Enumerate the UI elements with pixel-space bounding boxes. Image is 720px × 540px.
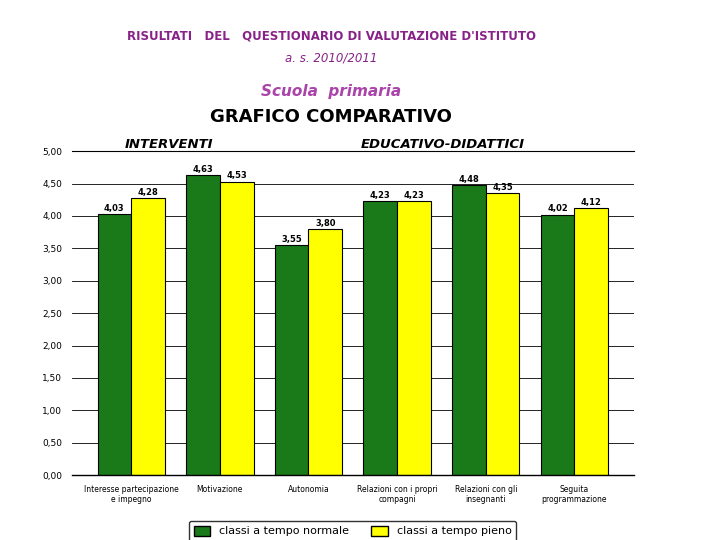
Text: 4,23: 4,23 [404, 191, 424, 200]
Text: 4,28: 4,28 [138, 187, 158, 197]
Bar [308, 229, 342, 475]
Bar [186, 175, 220, 475]
Text: 4,02: 4,02 [547, 205, 568, 213]
Text: 4,35: 4,35 [492, 183, 513, 192]
Bar [364, 201, 397, 475]
Text: 3,80: 3,80 [315, 219, 336, 228]
Bar [397, 201, 431, 475]
Text: 4,48: 4,48 [459, 174, 480, 184]
Bar [275, 245, 308, 475]
Text: EDUCATIVO-DIDATTICI: EDUCATIVO-DIDATTICI [361, 138, 525, 151]
Bar [452, 185, 486, 475]
Text: a. s. 2010/2011: a. s. 2010/2011 [285, 51, 377, 64]
Text: 4,23: 4,23 [370, 191, 391, 200]
Bar [575, 208, 608, 475]
Bar [486, 193, 519, 475]
Text: 4,12: 4,12 [581, 198, 602, 207]
Text: Scuola  primaria: Scuola primaria [261, 84, 401, 99]
Bar [97, 214, 131, 475]
Legend: classi a tempo normale, classi a tempo pieno: classi a tempo normale, classi a tempo p… [189, 521, 516, 540]
Text: 4,03: 4,03 [104, 204, 125, 213]
Text: RISULTATI   DEL   QUESTIONARIO DI VALUTAZIONE D'ISTITUTO: RISULTATI DEL QUESTIONARIO DI VALUTAZION… [127, 30, 536, 43]
Bar [220, 181, 253, 475]
Text: 3,55: 3,55 [282, 235, 302, 244]
Text: INTERVENTI: INTERVENTI [125, 138, 213, 151]
Text: 4,63: 4,63 [193, 165, 213, 174]
Bar [541, 215, 575, 475]
Text: GRAFICO COMPARATIVO: GRAFICO COMPARATIVO [210, 108, 452, 126]
Bar [131, 198, 165, 475]
Text: 4,53: 4,53 [226, 171, 247, 180]
